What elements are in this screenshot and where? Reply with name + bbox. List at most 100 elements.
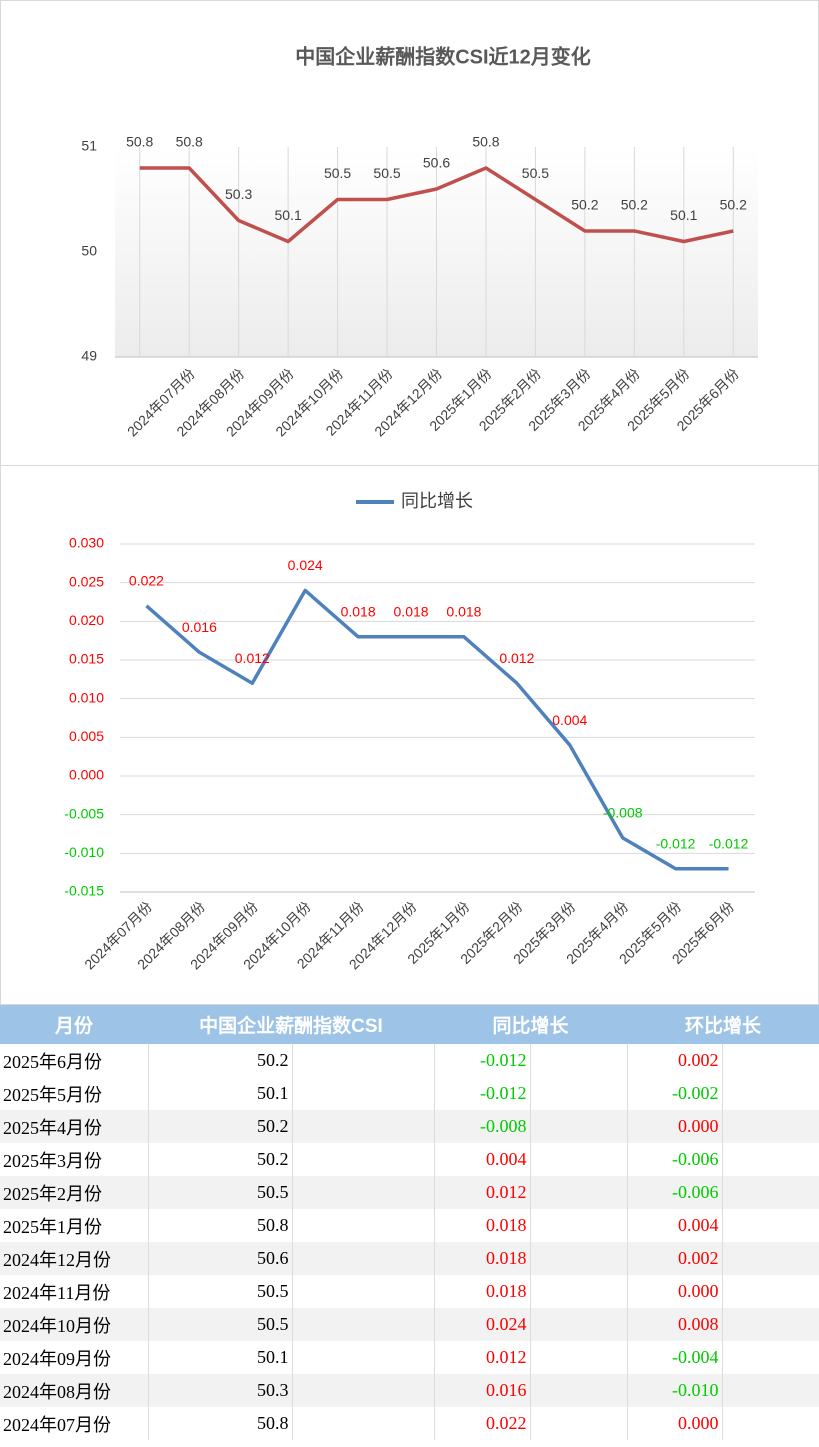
month-cell: 2024年08月份 [0, 1374, 149, 1407]
legend-label: 同比增长 [401, 491, 473, 511]
empty-cell [722, 1110, 819, 1143]
data-label: 0.016 [182, 619, 217, 635]
empty-cell [530, 1275, 628, 1308]
table-row: 2024年08月份 50.3 0.016 -0.010 [0, 1374, 819, 1407]
empty-cell [722, 1209, 819, 1242]
y-tick-label: -0.010 [64, 844, 104, 860]
y-tick-label: 0.005 [69, 728, 104, 744]
data-label: 50.8 [176, 134, 203, 150]
empty-cell [530, 1209, 628, 1242]
charts: 中国企业薪酬指数CSI近12月变化 4950512024年07月份2024年08… [0, 0, 819, 1005]
csi-cell: 50.3 [148, 1374, 293, 1407]
data-label: -0.008 [603, 805, 643, 821]
data-label: 0.012 [499, 650, 534, 666]
empty-cell [292, 1110, 435, 1143]
table-row: 2024年10月份 50.5 0.024 0.008 [0, 1308, 819, 1341]
yoy-cell: 0.018 [434, 1275, 531, 1308]
yoy-cell: 0.018 [434, 1242, 531, 1275]
csi-cell: 50.5 [148, 1176, 293, 1209]
table-row: 2024年11月份 50.5 0.018 0.000 [0, 1275, 819, 1308]
empty-cell [530, 1308, 628, 1341]
table-row: 2025年5月份 50.1 -0.012 -0.002 [0, 1077, 819, 1110]
month-cell: 2024年10月份 [0, 1308, 149, 1341]
data-label: 0.024 [288, 557, 323, 573]
data-label: 50.2 [720, 197, 747, 213]
data-label: 0.004 [552, 712, 587, 728]
mom-cell: 0.000 [627, 1407, 723, 1440]
data-label: 50.2 [571, 197, 598, 213]
empty-cell [722, 1242, 819, 1275]
y-tick-label: 50 [81, 243, 97, 259]
csi-cell: 50.1 [148, 1077, 293, 1110]
empty-cell [722, 1341, 819, 1374]
data-label: 0.012 [235, 650, 270, 666]
data-label: 50.6 [423, 155, 450, 171]
data-label: 50.2 [621, 197, 648, 213]
y-tick-label: 0.010 [69, 689, 104, 705]
table-row: 2025年3月份 50.2 0.004 -0.006 [0, 1143, 819, 1176]
month-cell: 2025年4月份 [0, 1110, 149, 1143]
data-label: 0.018 [394, 604, 429, 620]
month-cell: 2025年2月份 [0, 1176, 149, 1209]
empty-cell [530, 1341, 628, 1374]
y-tick-label: -0.015 [64, 883, 104, 899]
mom-cell: -0.006 [627, 1143, 723, 1176]
chart-frame [0, 465, 819, 1005]
empty-cell [722, 1044, 819, 1077]
csi-cell: 50.5 [148, 1308, 293, 1341]
mom-cell: 0.002 [627, 1044, 723, 1077]
empty-cell [292, 1407, 435, 1440]
y-tick-label: 51 [81, 138, 97, 154]
empty-cell [292, 1275, 435, 1308]
yoy-cell: 0.022 [434, 1407, 531, 1440]
yoy-cell: 0.012 [434, 1341, 531, 1374]
table-row: 2025年2月份 50.5 0.012 -0.006 [0, 1176, 819, 1209]
month-cell: 2024年11月份 [0, 1275, 149, 1308]
month-cell: 2024年07月份 [0, 1407, 149, 1440]
table-header: 月份 中国企业薪酬指数CSI 同比增长 环比增长 [0, 1005, 819, 1044]
y-tick-label: 0.030 [69, 535, 104, 551]
yoy-cell: -0.012 [434, 1077, 531, 1110]
empty-cell [722, 1374, 819, 1407]
empty-cell [292, 1374, 435, 1407]
data-label: -0.012 [709, 836, 749, 852]
csi-cell: 50.2 [148, 1110, 293, 1143]
empty-cell [530, 1143, 628, 1176]
data-table: 月份 中国企业薪酬指数CSI 同比增长 环比增长 2025年6月份 50.2 -0.… [0, 1005, 819, 1440]
empty-cell [292, 1308, 435, 1341]
month-cell: 2024年09月份 [0, 1341, 149, 1374]
y-tick-label: 0.000 [69, 767, 104, 783]
empty-cell [530, 1374, 628, 1407]
yoy-cell: 0.016 [434, 1374, 531, 1407]
table-row: 2024年09月份 50.1 0.012 -0.004 [0, 1341, 819, 1374]
empty-cell [722, 1275, 819, 1308]
data-label: 50.5 [324, 165, 351, 181]
csi-cell: 50.5 [148, 1275, 293, 1308]
data-label: 50.5 [522, 165, 549, 181]
empty-cell [292, 1176, 435, 1209]
csi-cell: 50.8 [148, 1407, 293, 1440]
mom-cell: -0.004 [627, 1341, 723, 1374]
table-row: 2024年12月份 50.6 0.018 0.002 [0, 1242, 819, 1275]
table-row: 2024年07月份 50.8 0.022 0.000 [0, 1407, 819, 1440]
header-cell: 中国企业薪酬指数CSI [148, 1005, 434, 1044]
header-cell: 同比增长 [434, 1005, 628, 1044]
y-tick-label: 49 [81, 348, 97, 364]
month-cell: 2025年5月份 [0, 1077, 149, 1110]
month-cell: 2025年3月份 [0, 1143, 149, 1176]
empty-cell [292, 1341, 435, 1374]
data-label: 50.3 [225, 186, 252, 202]
yoy-cell: 0.004 [434, 1143, 531, 1176]
mom-cell: -0.002 [627, 1077, 723, 1110]
mom-cell: 0.004 [627, 1209, 723, 1242]
empty-cell [292, 1143, 435, 1176]
empty-cell [530, 1407, 628, 1440]
mom-cell: 0.008 [627, 1308, 723, 1341]
table-row: 2025年1月份 50.8 0.018 0.004 [0, 1209, 819, 1242]
yoy-cell: -0.008 [434, 1110, 531, 1143]
csi-cell: 50.1 [148, 1341, 293, 1374]
data-label: 0.018 [446, 604, 481, 620]
table-row: 2025年6月份 50.2 -0.012 0.002 [0, 1044, 819, 1077]
empty-cell [722, 1308, 819, 1341]
